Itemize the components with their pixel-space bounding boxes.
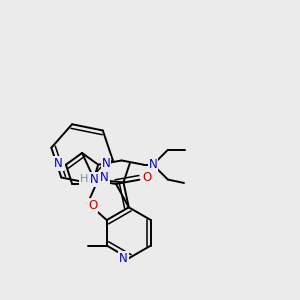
Text: H: H	[80, 174, 88, 184]
Text: O: O	[88, 199, 98, 212]
Text: N: N	[54, 158, 63, 170]
Text: N: N	[100, 171, 109, 184]
Text: O: O	[142, 171, 152, 184]
Text: N: N	[90, 173, 98, 186]
Text: N: N	[101, 158, 110, 170]
Text: N: N	[148, 158, 158, 171]
Text: N: N	[119, 252, 128, 265]
